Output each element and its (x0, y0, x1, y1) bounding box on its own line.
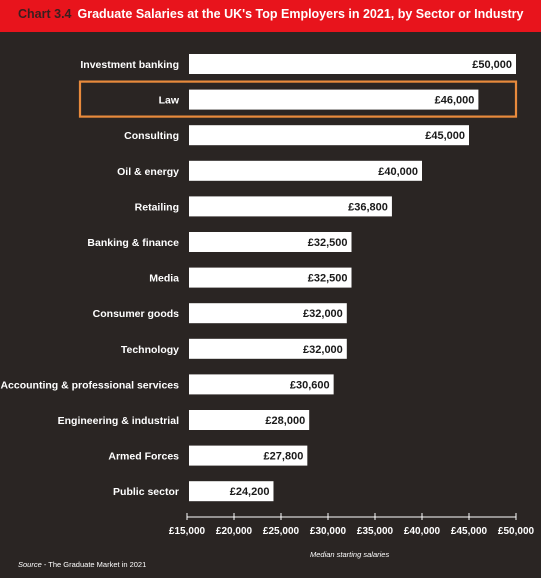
value-label: £30,600 (290, 379, 330, 391)
x-tick-label: £45,000 (451, 526, 488, 537)
value-label: £46,000 (435, 95, 475, 107)
source-text: - The Graduate Market in 2021 (41, 560, 147, 569)
value-label: £45,000 (425, 130, 465, 142)
category-label: Media (149, 273, 179, 285)
category-label: Banking & finance (87, 237, 179, 249)
x-tick-label: £20,000 (216, 526, 253, 537)
chart-number: Chart 3.4 (18, 7, 72, 21)
value-label: £36,800 (348, 201, 388, 213)
bar (189, 54, 516, 74)
category-label: Law (159, 95, 180, 107)
category-label: Retailing (135, 201, 179, 213)
chart-heading: Chart 3.4 Graduate Salaries at the UK's T… (18, 7, 523, 21)
bar (189, 445, 308, 466)
source-note: Source - The Graduate Market in 2021 (18, 560, 146, 569)
category-label: Accounting & professional services (0, 379, 179, 391)
value-label: £50,000 (472, 59, 512, 71)
value-label: £32,000 (303, 344, 343, 356)
source-label: Source (18, 560, 42, 569)
category-label: Consumer goods (93, 308, 179, 320)
value-label: £24,200 (230, 486, 270, 498)
salary-bar-chart: Investment banking £50,000 Law £46,000 Consu… (0, 54, 535, 537)
bar (189, 125, 469, 146)
category-label: Consulting (124, 130, 179, 142)
bar (189, 196, 392, 217)
x-tick-label: £50,000 (498, 526, 535, 537)
category-label: Public sector (113, 486, 179, 498)
highlight-box (78, 80, 518, 118)
category-label: Technology (121, 344, 179, 356)
bar (189, 374, 334, 395)
bar (189, 303, 347, 324)
bar (189, 160, 422, 181)
value-label: £32,000 (303, 308, 343, 320)
bar (189, 89, 479, 110)
bar (189, 481, 274, 502)
value-label: £32,500 (308, 237, 348, 249)
x-tick-label: £30,000 (310, 526, 347, 537)
value-label: £32,500 (308, 273, 348, 285)
value-label: £28,000 (265, 415, 305, 427)
value-label: £27,800 (264, 451, 304, 463)
category-label: Oil & energy (117, 166, 179, 178)
bar (189, 232, 352, 252)
category-label: Armed Forces (108, 451, 179, 463)
chart-title: Graduate Salaries at the UK's Top Employ… (77, 7, 524, 21)
category-label: Engineering & industrial (58, 415, 179, 427)
bar (189, 267, 352, 288)
x-tick-label: £35,000 (357, 526, 394, 537)
x-tick-label: £40,000 (404, 526, 441, 537)
category-label: Investment banking (80, 59, 179, 71)
x-tick-label: £15,000 (169, 526, 206, 537)
title-bar: Chart 3.4 Graduate Salaries at the UK's T… (0, 0, 541, 32)
x-axis-title: Median starting salaries (310, 550, 390, 559)
value-label: £40,000 (378, 166, 418, 178)
bar (189, 338, 347, 359)
x-tick-label: £25,000 (263, 526, 300, 537)
bar (189, 410, 310, 430)
